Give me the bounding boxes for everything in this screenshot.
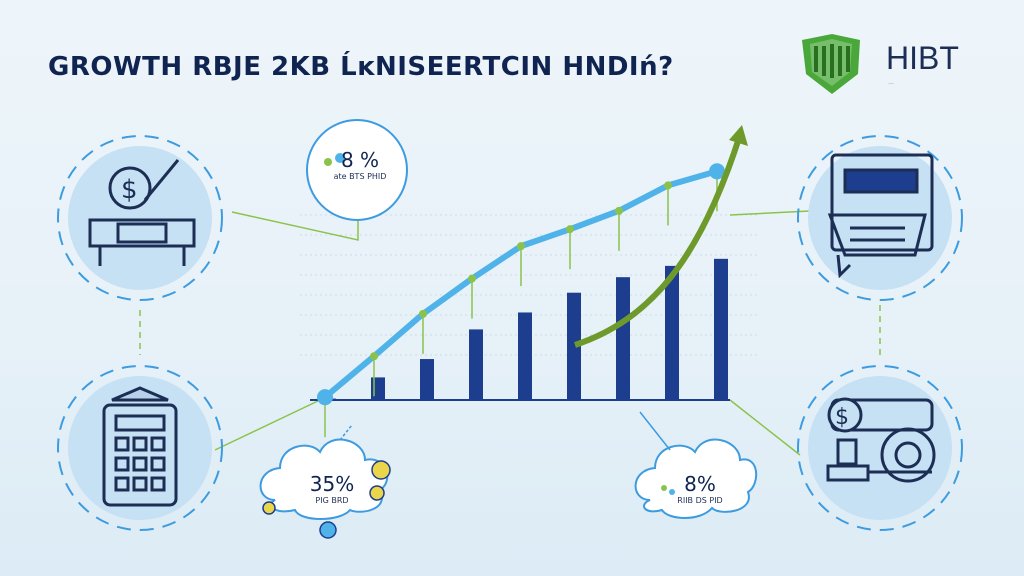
line-point-1 — [317, 389, 333, 406]
bottom-right-bubble — [634, 411, 758, 519]
growth-arrow — [574, 134, 743, 348]
top-bubble — [306, 119, 408, 221]
line-point-8 — [664, 181, 672, 190]
bottom-left-bubble — [259, 424, 391, 539]
line-point-3 — [419, 309, 427, 318]
bar-2 — [371, 377, 385, 400]
document-icon — [827, 153, 934, 279]
line-point-9 — [709, 163, 725, 180]
bottom-left-bubble-value: 35% — [309, 472, 355, 496]
bar-7 — [616, 277, 630, 400]
bar-6 — [567, 292, 581, 400]
logo-subtitle: … — [888, 80, 895, 86]
coin-gear-icon: $ — [826, 397, 936, 483]
bar-5 — [518, 312, 532, 400]
line-point-6 — [566, 225, 574, 234]
svg-text:$: $ — [121, 175, 138, 205]
logo — [802, 34, 860, 94]
bottom-right-bubble-label: RIIB DS PID — [677, 496, 723, 505]
document-circle — [797, 135, 963, 301]
bottom-left-bubble-text: 35% PIG BRD — [292, 472, 372, 505]
bar-chart — [310, 125, 748, 438]
line-point-4 — [468, 274, 476, 283]
bottom-right-bubble-text: 8% RIIB DS PID — [660, 472, 740, 505]
calculator-icon — [102, 386, 178, 507]
page-title: GROWTH RBJE 2KB ĹĸNISEERTCIN HNDIń? — [48, 52, 674, 82]
line-point-5 — [517, 242, 525, 251]
logo-text: HIBT — [886, 40, 959, 76]
growth-arrowhead — [729, 125, 748, 146]
money-search-circle: $ — [57, 135, 223, 301]
bottom-left-bubble-label: PIG BRD — [315, 496, 349, 505]
bottom-right-bubble-value: 8% — [684, 472, 716, 496]
top-bubble-label: ate BTS PHID — [333, 172, 387, 181]
coin-gear-circle: $ — [797, 365, 963, 531]
svg-text:$: $ — [835, 405, 849, 430]
calculator-circle — [57, 365, 223, 531]
line-point-2 — [370, 352, 378, 361]
money-search-icon: $ — [88, 159, 196, 266]
top-bubble-value: 8 % — [340, 148, 380, 172]
bar-8 — [665, 265, 679, 400]
bar-4 — [469, 329, 483, 400]
top-bubble-text: 8 % ate BTS PHID — [320, 148, 400, 181]
bar-3 — [420, 359, 434, 400]
connectors — [139, 205, 881, 456]
bar-9 — [714, 258, 728, 400]
line-point-7 — [615, 206, 623, 215]
